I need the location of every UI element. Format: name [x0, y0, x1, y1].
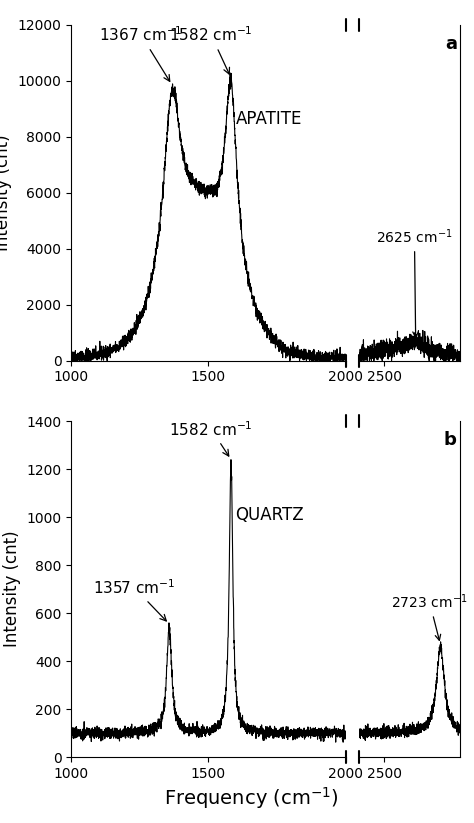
Y-axis label: Intensity (cnt): Intensity (cnt): [0, 134, 12, 251]
Text: APATITE: APATITE: [236, 109, 302, 128]
Text: 1582 cm$^{-1}$: 1582 cm$^{-1}$: [169, 420, 253, 456]
Y-axis label: Intensity (cnt): Intensity (cnt): [3, 531, 21, 648]
Text: a: a: [445, 35, 457, 53]
Text: 1582 cm$^{-1}$: 1582 cm$^{-1}$: [169, 26, 253, 74]
Text: 2723 cm$^{-1}$: 2723 cm$^{-1}$: [392, 593, 468, 640]
Text: 2625 cm$^{-1}$: 2625 cm$^{-1}$: [376, 227, 453, 337]
Text: Frequency (cm$^{-1}$): Frequency (cm$^{-1}$): [164, 785, 339, 811]
Text: 1357 cm$^{-1}$: 1357 cm$^{-1}$: [93, 579, 175, 621]
Text: 1367 cm$^{-1}$: 1367 cm$^{-1}$: [100, 26, 183, 81]
Text: b: b: [444, 431, 457, 449]
Text: QUARTZ: QUARTZ: [235, 506, 303, 524]
